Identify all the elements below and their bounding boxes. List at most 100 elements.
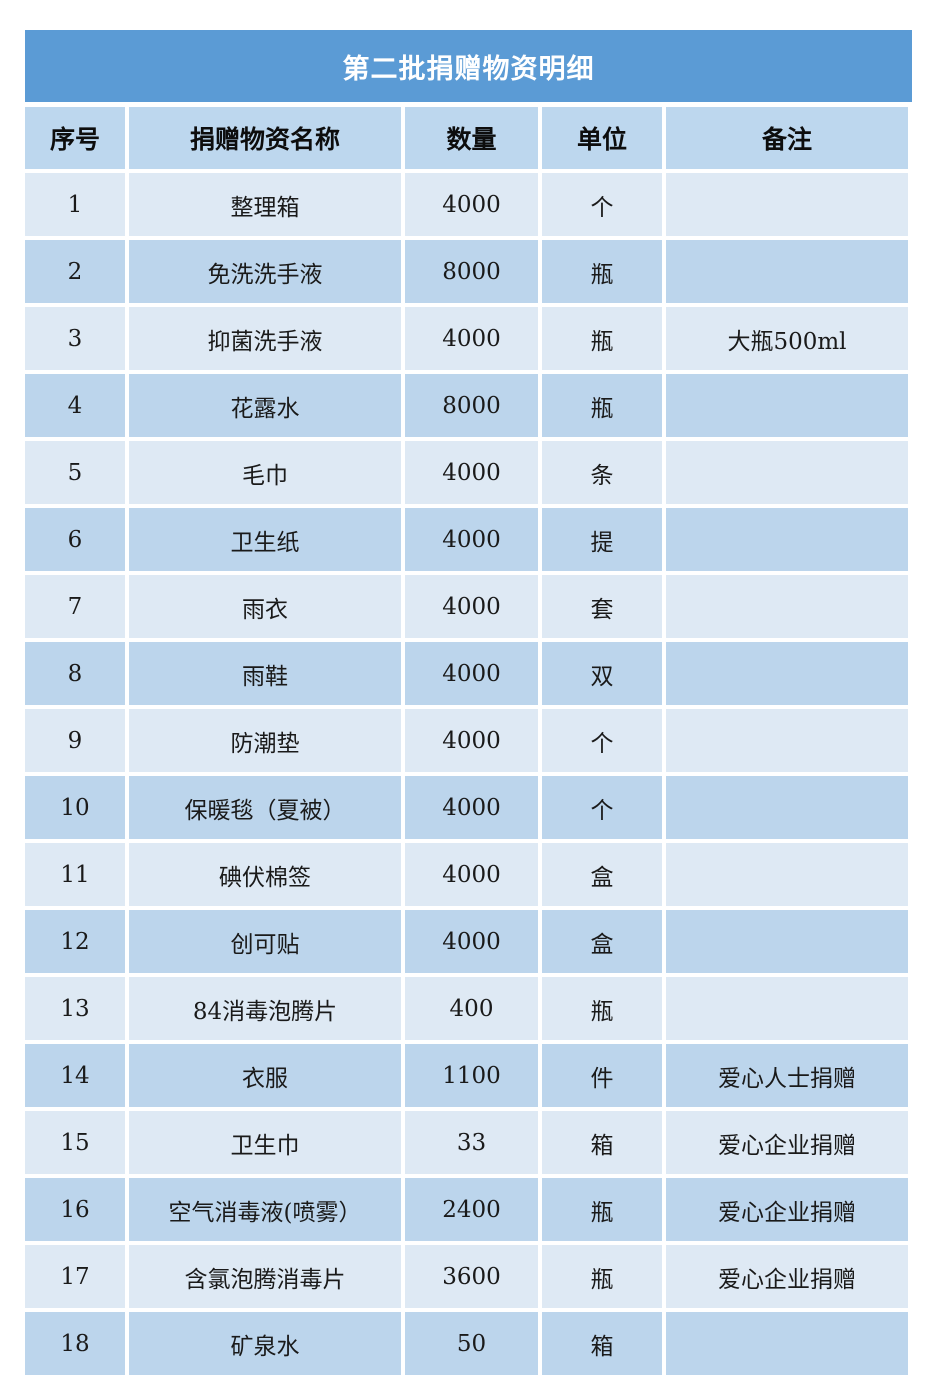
cell-remark: 爱心人士捐赠 [666, 1044, 908, 1107]
cell-index: 12 [25, 910, 125, 973]
cell-item-name: 防潮垫 [129, 709, 401, 772]
cell-index: 9 [25, 709, 125, 772]
cell-item-name: 卫生巾 [129, 1111, 401, 1174]
table-head: 序号 捐赠物资名称 数量 单位 备注 [25, 107, 908, 169]
table-title-banner: 第二批捐赠物资明细 [25, 30, 912, 102]
cell-index: 4 [25, 374, 125, 437]
cell-index: 16 [25, 1178, 125, 1241]
cell-item-name: 雨鞋 [129, 642, 401, 705]
cell-quantity: 4000 [405, 173, 538, 236]
column-header-name: 捐赠物资名称 [129, 107, 401, 169]
cell-index: 8 [25, 642, 125, 705]
cell-index: 10 [25, 776, 125, 839]
table-row: 5 毛巾 4000 条 [25, 441, 908, 504]
cell-quantity: 4000 [405, 441, 538, 504]
cell-quantity: 4000 [405, 307, 538, 370]
cell-index: 2 [25, 240, 125, 303]
cell-item-name: 雨衣 [129, 575, 401, 638]
cell-remark: 大瓶500ml [666, 307, 908, 370]
column-header-index: 序号 [25, 107, 125, 169]
cell-remark: 爱心企业捐赠 [666, 1111, 908, 1174]
cell-quantity: 4000 [405, 776, 538, 839]
table-row: 10 保暖毯（夏被） 4000 个 [25, 776, 908, 839]
table-row: 12 创可贴 4000 盒 [25, 910, 908, 973]
cell-remark [666, 508, 908, 571]
cell-unit: 瓶 [542, 977, 662, 1040]
cell-remark: 爱心企业捐赠 [666, 1178, 908, 1241]
cell-quantity: 33 [405, 1111, 538, 1174]
table-row: 7 雨衣 4000 套 [25, 575, 908, 638]
cell-unit: 套 [542, 575, 662, 638]
cell-remark [666, 575, 908, 638]
cell-unit: 瓶 [542, 1178, 662, 1241]
table-row: 2 免洗洗手液 8000 瓶 [25, 240, 908, 303]
cell-quantity: 8000 [405, 374, 538, 437]
cell-index: 3 [25, 307, 125, 370]
cell-index: 5 [25, 441, 125, 504]
cell-item-name: 创可贴 [129, 910, 401, 973]
table-row: 17 含氯泡腾消毒片 3600 瓶爱心企业捐赠 [25, 1245, 908, 1308]
cell-item-name: 含氯泡腾消毒片 [129, 1245, 401, 1308]
cell-unit: 瓶 [542, 1245, 662, 1308]
cell-unit: 箱 [542, 1111, 662, 1174]
cell-remark [666, 173, 908, 236]
column-header-qty: 数量 [405, 107, 538, 169]
cell-remark [666, 709, 908, 772]
cell-index: 6 [25, 508, 125, 571]
cell-quantity: 50 [405, 1312, 538, 1375]
cell-quantity: 4000 [405, 709, 538, 772]
cell-remark [666, 977, 908, 1040]
cell-item-name: 矿泉水 [129, 1312, 401, 1375]
cell-quantity: 8000 [405, 240, 538, 303]
cell-quantity: 1100 [405, 1044, 538, 1107]
cell-quantity: 4000 [405, 642, 538, 705]
cell-index: 1 [25, 173, 125, 236]
cell-index: 7 [25, 575, 125, 638]
cell-unit: 件 [542, 1044, 662, 1107]
cell-remark: 爱心企业捐赠 [666, 1245, 908, 1308]
cell-unit: 盒 [542, 910, 662, 973]
cell-quantity: 4000 [405, 508, 538, 571]
cell-item-name: 整理箱 [129, 173, 401, 236]
table-body: 1 整理箱 4000 个 2 免洗洗手液 8000 瓶 3 抑菌洗手液 4000 瓶大瓶500ml 4 花… [25, 173, 908, 1375]
cell-item-name: 空气消毒液(喷雾） [129, 1178, 401, 1241]
cell-unit: 双 [542, 642, 662, 705]
table-row: 11 碘伏棉签 4000 盒 [25, 843, 908, 906]
cell-remark [666, 910, 908, 973]
cell-remark [666, 776, 908, 839]
cell-index: 13 [25, 977, 125, 1040]
cell-unit: 个 [542, 173, 662, 236]
cell-item-name: 毛巾 [129, 441, 401, 504]
cell-remark [666, 441, 908, 504]
donation-manifest-table: 第二批捐赠物资明细 序号 捐赠物资名称 数量 单位 备注 1 整理箱 4000 个 2 免… [25, 30, 912, 1379]
cell-item-name: 免洗洗手液 [129, 240, 401, 303]
cell-unit: 盒 [542, 843, 662, 906]
cell-quantity: 4000 [405, 575, 538, 638]
cell-quantity: 4000 [405, 910, 538, 973]
cell-quantity: 400 [405, 977, 538, 1040]
cell-remark [666, 374, 908, 437]
table-row: 1 整理箱 4000 个 [25, 173, 908, 236]
table-row: 4 花露水 8000 瓶 [25, 374, 908, 437]
cell-item-name: 抑菌洗手液 [129, 307, 401, 370]
cell-unit: 箱 [542, 1312, 662, 1375]
table-row: 9 防潮垫 4000 个 [25, 709, 908, 772]
column-header-unit: 单位 [542, 107, 662, 169]
cell-item-name: 保暖毯（夏被） [129, 776, 401, 839]
page-title: 第二批捐赠物资明细 [342, 53, 595, 85]
cell-index: 17 [25, 1245, 125, 1308]
cell-unit: 个 [542, 709, 662, 772]
cell-remark [666, 843, 908, 906]
table-header-row: 序号 捐赠物资名称 数量 单位 备注 [25, 107, 908, 169]
cell-remark [666, 642, 908, 705]
manifest-grid: 序号 捐赠物资名称 数量 单位 备注 1 整理箱 4000 个 2 免洗洗手液 8000 瓶 3… [21, 103, 912, 1379]
cell-index: 18 [25, 1312, 125, 1375]
cell-unit: 瓶 [542, 374, 662, 437]
cell-item-name: 衣服 [129, 1044, 401, 1107]
table-row: 14 衣服 1100 件爱心人士捐赠 [25, 1044, 908, 1107]
cell-item-name: 花露水 [129, 374, 401, 437]
column-header-remark: 备注 [666, 107, 908, 169]
cell-quantity: 3600 [405, 1245, 538, 1308]
cell-index: 15 [25, 1111, 125, 1174]
table-row: 13 84消毒泡腾片 400 瓶 [25, 977, 908, 1040]
